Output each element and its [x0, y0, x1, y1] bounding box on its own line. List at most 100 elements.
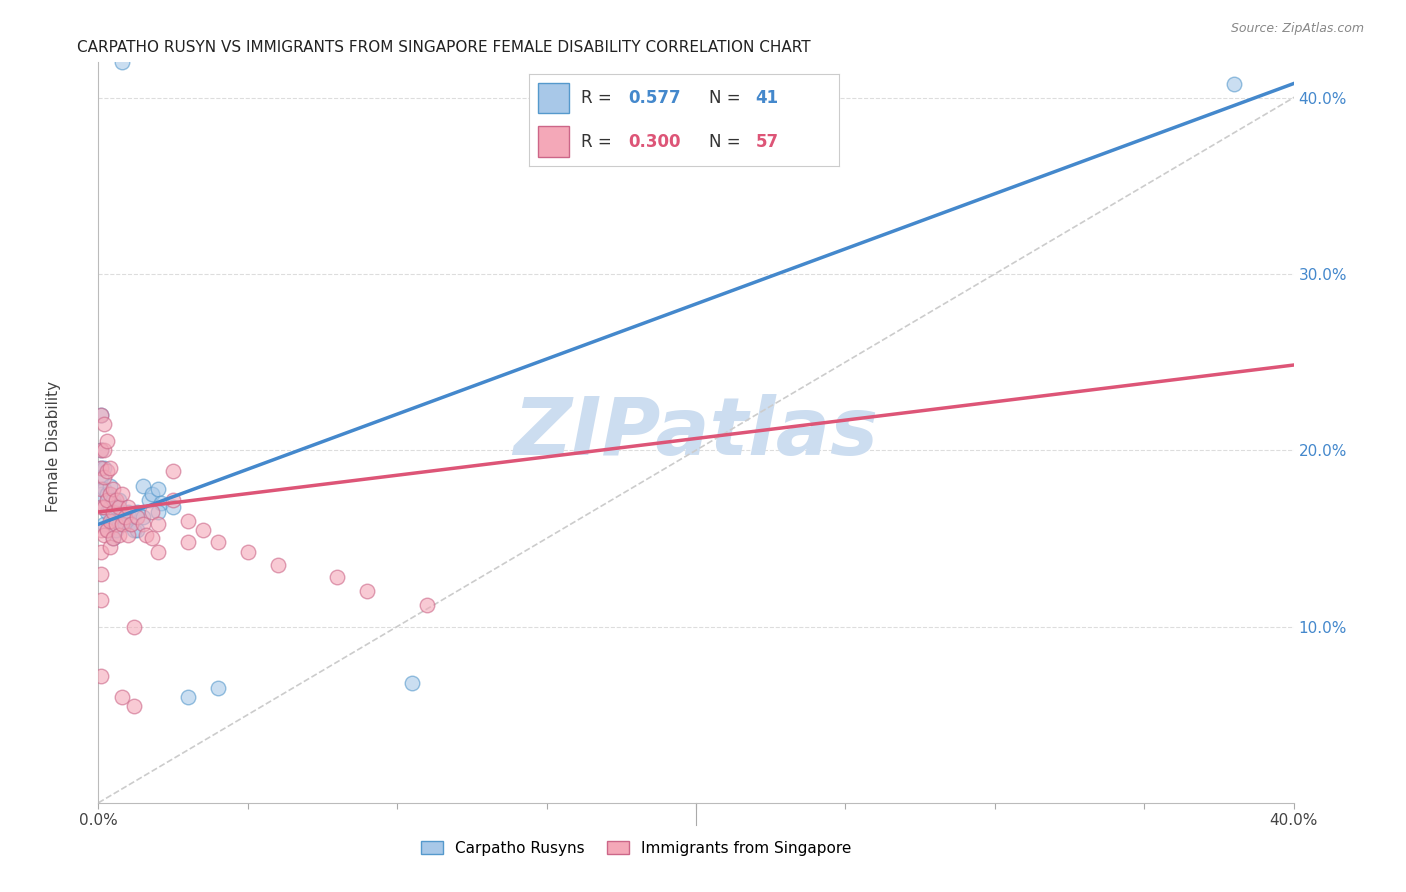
Point	[90, 500, 112, 514]
Point	[96, 505, 118, 519]
Point	[98, 487, 122, 501]
Point	[93, 500, 115, 514]
Point	[103, 532, 125, 546]
Point	[416, 599, 439, 613]
Point	[150, 496, 173, 510]
Point	[90, 669, 112, 683]
Point	[98, 500, 122, 514]
Point	[93, 528, 115, 542]
Text: Source: ZipAtlas.com: Source: ZipAtlas.com	[1230, 22, 1364, 36]
Point	[90, 443, 112, 458]
Point	[111, 487, 134, 501]
Point	[90, 443, 112, 458]
Point	[132, 478, 155, 492]
Point	[90, 408, 112, 422]
Point	[93, 500, 115, 514]
Point	[148, 545, 170, 559]
Point	[162, 492, 184, 507]
Point	[111, 690, 134, 704]
Text: Female Disability: Female Disability	[46, 380, 60, 512]
Point	[96, 487, 118, 501]
Point	[117, 505, 139, 519]
Point	[132, 510, 155, 524]
Point	[326, 570, 349, 584]
Point	[103, 514, 125, 528]
Point	[111, 510, 134, 524]
Point	[108, 500, 131, 514]
Point	[105, 500, 128, 514]
Point	[108, 492, 131, 507]
Point	[236, 545, 259, 559]
Point	[90, 469, 112, 483]
Point	[90, 487, 112, 501]
Point	[117, 528, 139, 542]
Point	[124, 523, 146, 537]
Point	[141, 505, 163, 519]
Point	[127, 505, 149, 519]
Text: ZIPatlas: ZIPatlas	[513, 393, 879, 472]
Point	[356, 584, 378, 599]
Point	[90, 545, 112, 559]
Point	[124, 698, 146, 713]
Point	[98, 478, 122, 492]
Point	[103, 482, 125, 496]
Point	[148, 482, 170, 496]
Point	[141, 532, 163, 546]
Point	[127, 523, 149, 537]
Point	[191, 523, 214, 537]
Point	[90, 593, 112, 607]
Point	[93, 417, 115, 431]
Point	[108, 528, 131, 542]
Point	[127, 510, 149, 524]
Point	[90, 482, 112, 496]
Point	[135, 528, 157, 542]
Point	[90, 461, 112, 475]
Point	[148, 505, 170, 519]
Text: CARPATHO RUSYN VS IMMIGRANTS FROM SINGAPORE FEMALE DISABILITY CORRELATION CHART: CARPATHO RUSYN VS IMMIGRANTS FROM SINGAP…	[77, 40, 811, 55]
Point	[114, 510, 136, 524]
Point	[98, 514, 122, 528]
Point	[105, 492, 128, 507]
Point	[90, 566, 112, 581]
Point	[93, 482, 115, 496]
Point	[177, 690, 200, 704]
Point	[93, 517, 115, 532]
Point	[105, 523, 128, 537]
Point	[90, 523, 112, 537]
Point	[138, 492, 160, 507]
Point	[93, 461, 115, 475]
Legend: Carpatho Rusyns, Immigrants from Singapore: Carpatho Rusyns, Immigrants from Singapo…	[415, 835, 858, 862]
Point	[120, 517, 142, 532]
Point	[148, 517, 170, 532]
Point	[124, 619, 146, 633]
Point	[120, 517, 142, 532]
Point	[267, 558, 290, 572]
Point	[103, 532, 125, 546]
Point	[103, 492, 125, 507]
Point	[96, 434, 118, 449]
Point	[141, 487, 163, 501]
Point	[177, 535, 200, 549]
Point	[105, 517, 128, 532]
Point	[207, 535, 229, 549]
Point	[108, 517, 131, 532]
Point	[114, 517, 136, 532]
Point	[90, 408, 112, 422]
Point	[111, 517, 134, 532]
Point	[96, 464, 118, 478]
Point	[117, 500, 139, 514]
Point	[1223, 77, 1246, 91]
Point	[111, 55, 134, 70]
Point	[96, 523, 118, 537]
Point	[401, 676, 423, 690]
Point	[98, 461, 122, 475]
Point	[162, 464, 184, 478]
Point	[93, 469, 115, 483]
Point	[207, 681, 229, 696]
Point	[177, 514, 200, 528]
Point	[90, 461, 112, 475]
Point	[98, 540, 122, 554]
Point	[96, 523, 118, 537]
Point	[96, 492, 118, 507]
Point	[132, 517, 155, 532]
